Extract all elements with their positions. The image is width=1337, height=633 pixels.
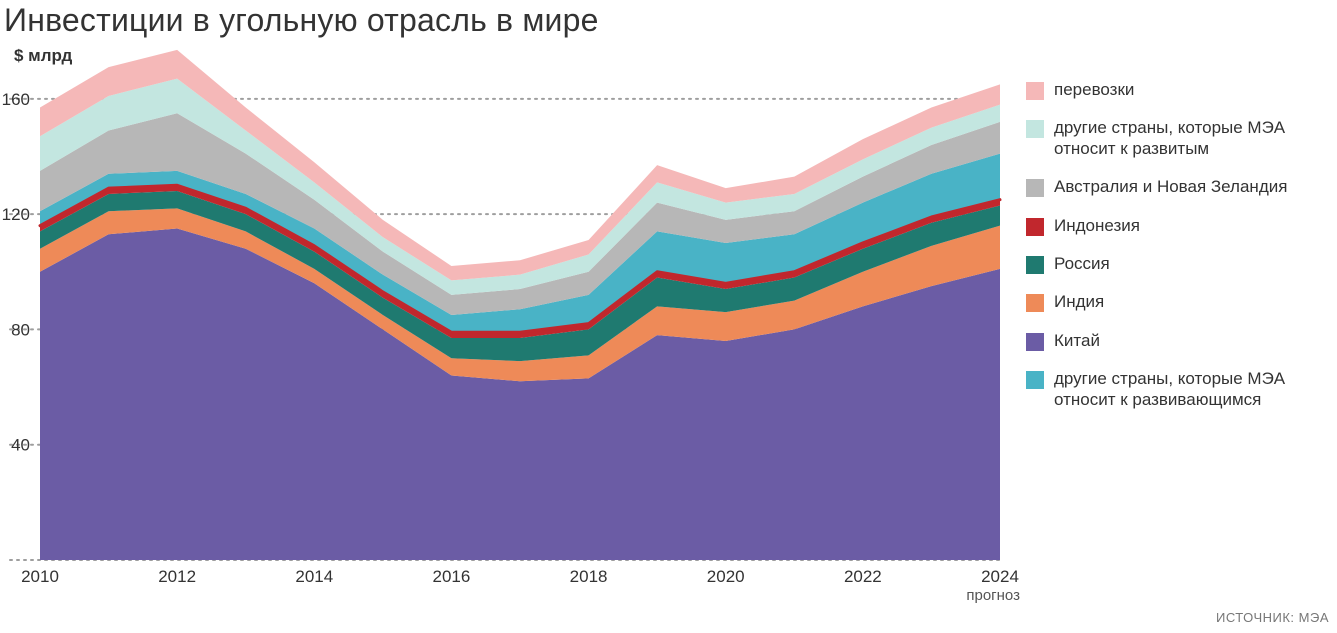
legend-swatch — [1026, 82, 1044, 100]
y-tick-label: 40 — [11, 436, 30, 455]
x-tick-label: 2016 — [433, 567, 471, 586]
legend-item-india: Индия — [1026, 292, 1326, 312]
x-tick-label: 2022 — [844, 567, 882, 586]
y-tick-label: 120 — [2, 205, 30, 224]
legend-item-other_developed: другие страны, которые МЭА относит к раз… — [1026, 118, 1326, 159]
legend-label: Россия — [1054, 254, 1110, 274]
legend-swatch — [1026, 371, 1044, 389]
legend-swatch — [1026, 120, 1044, 138]
legend-item-russia: Россия — [1026, 254, 1326, 274]
legend-item-china: Китай — [1026, 331, 1326, 351]
legend-swatch — [1026, 218, 1044, 236]
y-tick-label: 80 — [11, 320, 30, 339]
legend: перевозки другие страны, которые МЭА отно… — [1026, 80, 1326, 428]
x-tick-label: 2012 — [158, 567, 196, 586]
legend-item-australia_nz: Австралия и Новая Зеландия — [1026, 177, 1326, 197]
source-label: ИСТОЧНИК: МЭА — [1216, 610, 1329, 625]
legend-label: Китай — [1054, 331, 1100, 351]
legend-label: другие страны, которые МЭА относит к раз… — [1054, 369, 1326, 410]
forecast-label: прогноз — [966, 587, 1020, 604]
legend-item-indonesia: Индонезия — [1026, 216, 1326, 236]
legend-label: Индонезия — [1054, 216, 1140, 236]
legend-swatch — [1026, 333, 1044, 351]
legend-item-other_developing: другие страны, которые МЭА относит к раз… — [1026, 369, 1326, 410]
legend-swatch — [1026, 294, 1044, 312]
legend-label: перевозки — [1054, 80, 1134, 100]
legend-swatch — [1026, 256, 1044, 274]
x-tick-label: 2014 — [295, 567, 333, 586]
y-tick-label: 160 — [2, 90, 30, 109]
legend-swatch — [1026, 179, 1044, 197]
x-tick-label: 2020 — [707, 567, 745, 586]
legend-item-transport: перевозки — [1026, 80, 1326, 100]
legend-label: Австралия и Новая Зеландия — [1054, 177, 1287, 197]
x-tick-label: 2024 — [981, 567, 1019, 586]
x-tick-label: 2010 — [21, 567, 59, 586]
legend-label: Индия — [1054, 292, 1104, 312]
x-tick-label: 2018 — [570, 567, 608, 586]
legend-label: другие страны, которые МЭА относит к раз… — [1054, 118, 1326, 159]
